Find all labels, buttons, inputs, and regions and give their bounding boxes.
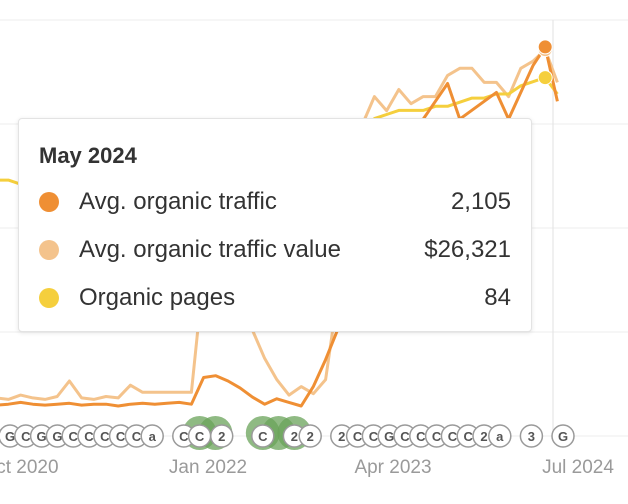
annotation-circle <box>551 424 575 448</box>
annotation-label: C <box>353 429 363 444</box>
annotation-label: C <box>84 429 94 444</box>
tooltip-label: Avg. organic traffic value <box>79 236 341 263</box>
annotation-label: C <box>416 429 426 444</box>
annotation-badge[interactable]: C <box>187 424 212 448</box>
annotation-label: C <box>195 429 205 444</box>
annotation-badge[interactable]: 2 <box>298 424 322 448</box>
organic-traffic-legend-dot <box>39 192 59 212</box>
annotation-circle <box>140 424 164 448</box>
annotation-badge[interactable]: a <box>488 424 512 448</box>
annotation-badge[interactable]: C <box>251 424 275 448</box>
annotation-label: C <box>116 429 126 444</box>
annotation-circle <box>298 424 322 448</box>
annotation-badge[interactable]: 2 <box>209 424 234 448</box>
tooltip-label: Avg. organic traffic <box>79 188 277 215</box>
annotation-circle <box>251 424 275 448</box>
series-line-0 <box>0 45 559 408</box>
annotation-circle <box>519 424 544 448</box>
tooltip-value: 84 <box>484 284 511 311</box>
annotation-label: 2 <box>307 429 314 444</box>
series-line-1 <box>0 48 559 401</box>
x-axis-ticks: Oct 2020 Jan 2022 Apr 2023 Jul 2024 <box>0 457 614 478</box>
chart-tooltip: May 2024 Avg. organic traffic 2,105 Avg.… <box>18 118 532 332</box>
x-tick-label: Oct 2020 <box>0 457 59 478</box>
tooltip-row-organic-pages: Organic pages 84 <box>39 283 511 313</box>
annotation-label: C <box>258 429 268 444</box>
annotation-label: C <box>432 429 442 444</box>
annotation-label: C <box>21 429 31 444</box>
annotation-badge[interactable]: a <box>140 424 164 448</box>
annotation-label: a <box>496 429 504 444</box>
x-tick-label: Jul 2024 <box>542 457 614 478</box>
tooltip-row-organic-traffic: Avg. organic traffic 2,105 <box>39 187 511 217</box>
annotation-label: G <box>5 429 15 444</box>
annotation-label: G <box>384 429 394 444</box>
annotation-circle <box>488 424 512 448</box>
annotation-label: C <box>400 429 410 444</box>
x-tick-label: Jan 2022 <box>169 457 247 478</box>
organic-pages-legend-dot <box>39 288 59 308</box>
annotation-label: G <box>37 429 47 444</box>
hovered-point-2 <box>537 70 553 86</box>
annotation-label: C <box>179 429 189 444</box>
tooltip-value: 2,105 <box>450 188 511 215</box>
annotation-label: 2 <box>218 429 225 444</box>
annotation-label: 2 <box>291 429 298 444</box>
annotation-badge[interactable]: G <box>551 424 575 448</box>
traffic-value-legend-dot <box>39 240 59 260</box>
hovered-point-0 <box>537 39 553 55</box>
annotation-label: G <box>558 429 568 444</box>
tooltip-title: May 2024 <box>39 143 137 168</box>
x-tick-label: Apr 2023 <box>354 457 431 478</box>
annotation-label: C <box>100 429 110 444</box>
tooltip-value: $26,321 <box>424 236 511 263</box>
annotation-label: C <box>464 429 474 444</box>
annotation-label: 2 <box>338 429 345 444</box>
annotation-label: 3 <box>528 429 535 444</box>
annotation-label: C <box>132 429 142 444</box>
annotation-label: a <box>149 429 157 444</box>
annotation-label: C <box>448 429 458 444</box>
tooltip-label: Organic pages <box>79 284 236 311</box>
annotation-label: C <box>369 429 379 444</box>
annotation-label: C <box>69 429 79 444</box>
annotation-label: 2 <box>480 429 487 444</box>
annotation-label: G <box>52 429 62 444</box>
chart-series <box>0 39 559 408</box>
annotation-badge[interactable]: 3 <box>519 424 544 448</box>
tooltip-row-traffic-value: Avg. organic traffic value $26,321 <box>39 235 511 265</box>
annotation-circle <box>209 424 234 448</box>
